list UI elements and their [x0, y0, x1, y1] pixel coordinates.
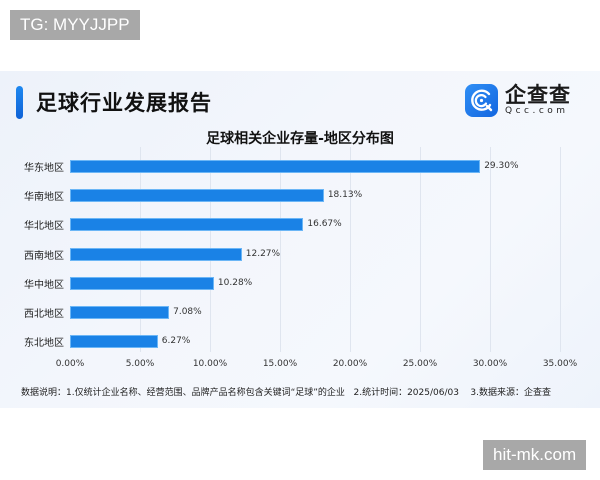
title-accent-bar	[16, 86, 23, 119]
x-tick-label: 5.00%	[125, 359, 155, 369]
gridline	[560, 147, 561, 352]
category-label: 华南地区	[24, 192, 64, 204]
bar-value-label: 18.13%	[327, 190, 363, 201]
bar	[70, 306, 170, 319]
bar	[70, 276, 214, 290]
gridline	[350, 147, 351, 352]
chart-title: 足球相关企业存量-地区分布图	[206, 131, 394, 147]
bar	[70, 218, 304, 232]
logo-text-en: Qcc.com	[505, 106, 569, 116]
category-label: 华中地区	[24, 279, 64, 291]
bar-value-label: 10.28%	[217, 277, 253, 288]
qcc-logo: 企查查 Qcc.com	[465, 84, 571, 117]
watermark-bottom: hit-mk.com	[483, 440, 587, 470]
bar	[70, 335, 158, 349]
category-label: 西北地区	[24, 309, 64, 320]
data-footnote: 数据说明：1.仅统计企业名称、经营范围、品牌产品名称包含关键词“足球”的企业 2…	[21, 388, 551, 398]
x-tick-label: 25.00%	[402, 359, 438, 369]
qcc-logo-icon	[465, 84, 498, 117]
bar	[70, 247, 242, 261]
x-tick-label: 35.00%	[542, 359, 578, 369]
category-label: 华北地区	[24, 221, 64, 233]
x-tick-label: 10.00%	[192, 359, 228, 369]
category-label: 西南地区	[24, 250, 64, 262]
bar-chart: 0.00% 5.00% 10.00% 15.00% 20.00% 25.00% 30.00%…	[0, 71, 600, 408]
bar-value-label: 7.08%	[173, 307, 202, 317]
report-panel: 足球行业发展报告 企查查 Qcc.com 足球相关企业存量-地区分布图 0.00…	[0, 71, 600, 408]
watermark-top: TG: MYYJJPP	[10, 10, 140, 40]
bar-value-label: 16.67%	[307, 219, 342, 230]
bar-value-label: 6.27%	[161, 336, 191, 347]
bar-value-label: 12.27%	[245, 248, 281, 259]
x-tick-label: 30.00%	[472, 359, 508, 369]
gridline	[490, 147, 491, 352]
x-tick-label: 20.00%	[332, 359, 368, 369]
bar-value-label: 29.30%	[484, 161, 519, 171]
category-label: 东北地区	[24, 338, 64, 350]
bar	[70, 189, 324, 203]
logo-text-cn: 企查查	[505, 83, 571, 107]
x-tick-label: 15.00%	[262, 359, 298, 369]
gridline	[420, 147, 421, 352]
category-label: 华东地区	[24, 163, 64, 174]
gridline	[280, 147, 281, 352]
x-tick-label: 0.00%	[55, 359, 85, 369]
bar	[70, 160, 481, 173]
report-title: 足球行业发展报告	[36, 91, 212, 115]
